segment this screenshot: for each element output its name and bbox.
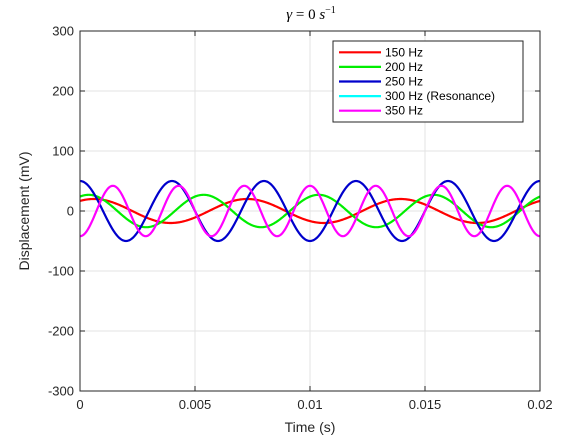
x-tick-label: 0.02: [527, 397, 552, 412]
legend-entry-label: 150 Hz: [385, 45, 423, 59]
y-axis-label: Displacement (mV): [16, 151, 32, 270]
x-tick-label: 0.015: [409, 397, 442, 412]
title-symbol: γ: [286, 7, 293, 23]
x-tick-label: 0.005: [179, 397, 212, 412]
y-tick-label: -200: [48, 324, 74, 339]
y-tick-label: 0: [67, 204, 74, 219]
y-tick-label: 100: [52, 144, 74, 159]
title-equals: = 0: [292, 7, 319, 23]
series-line: [79, 179, 541, 243]
legend-entry-label: 250 Hz: [385, 75, 423, 89]
legend-entry-label: 300 Hz (Resonance): [385, 89, 495, 103]
title-unit-base: s: [319, 7, 325, 23]
axis-ticks: 0 0.005 0.01 0.015 0.02 -300 -200 -100 0 100 200 30…: [48, 24, 553, 413]
y-tick-label: -300: [48, 384, 74, 399]
x-tick-label: 0.01: [297, 397, 322, 412]
title-unit-exp: −1: [325, 5, 336, 16]
y-tick-label: 300: [52, 24, 74, 39]
y-tick-label: -100: [48, 264, 74, 279]
series-line: [79, 184, 541, 238]
legend-entry-label: 200 Hz: [385, 60, 423, 74]
x-axis-label: Time (s): [285, 419, 336, 435]
series-lines: [79, 179, 541, 243]
legend-entry-label: 350 Hz: [385, 104, 423, 118]
y-tick-label: 200: [52, 84, 74, 99]
chart-title: γ = 0 s−1: [286, 5, 336, 23]
x-tick-label: 0: [76, 397, 83, 412]
